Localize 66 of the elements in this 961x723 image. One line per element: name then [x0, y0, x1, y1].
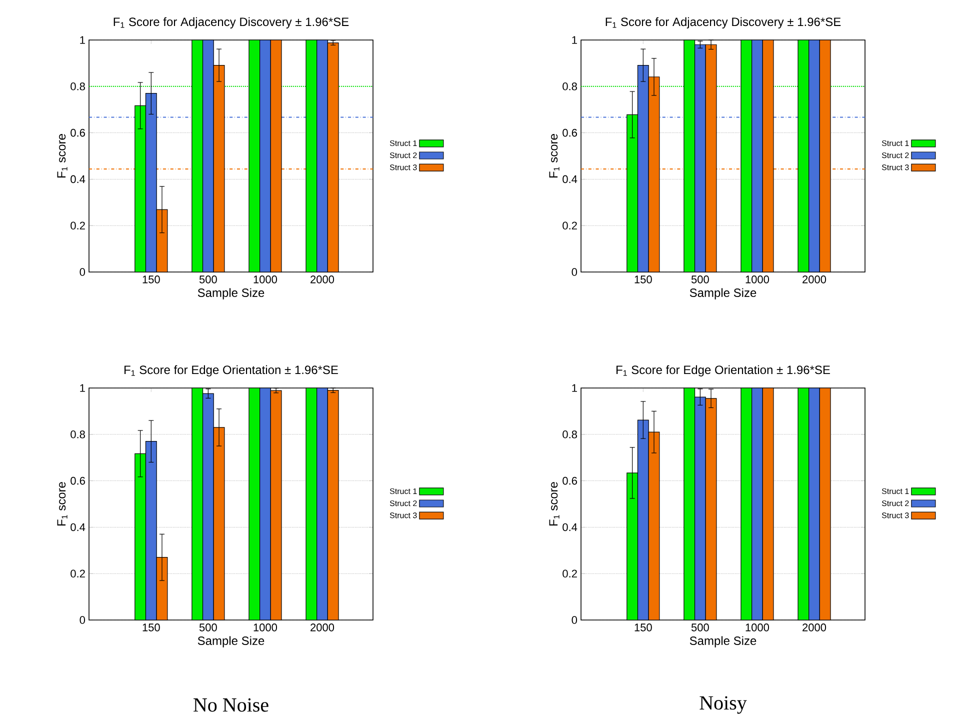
y-tick-label: 0.2	[70, 570, 85, 578]
chart-title: F$_{1}$ Score for Adjacency Discovery ± 1.96*SE	[114, 17, 349, 28]
x-tick-label: 1000	[254, 624, 278, 632]
y-tick-label: 1	[80, 384, 85, 392]
x-tick-label: 150	[142, 276, 160, 284]
y-tick-label: 0	[80, 268, 86, 276]
x-tick-label: 1000	[746, 624, 770, 632]
y-tick-label: 1	[572, 36, 577, 44]
y-axis-title: F$_{1}$ score	[549, 482, 560, 526]
text: Noisy	[700, 696, 747, 714]
x-axis-title: Sample Size	[690, 288, 756, 300]
chart-title: F$_{1}$ Score for Edge Orientation ± 1.96*SE	[124, 365, 338, 376]
y-tick-label: 0	[572, 616, 578, 624]
y-tick-label: 0	[80, 616, 86, 624]
legend-label: Struct 1	[882, 140, 909, 146]
text: No Noise	[194, 698, 268, 712]
y-tick-label: 0.4	[70, 175, 86, 184]
x-tick-label: 150	[634, 276, 652, 284]
y-tick-label: 0.8	[562, 82, 577, 90]
y-tick-label: 0.8	[70, 82, 85, 90]
chart-title: F$_{1}$ Score for Adjacency Discovery ± 1.96*SE	[606, 17, 841, 28]
legend-label: Struct 1	[882, 488, 909, 494]
y-tick-label: 0.2	[70, 222, 85, 230]
y-tick-label: 0.2	[562, 570, 577, 578]
legend-label: Struct 3	[390, 512, 417, 518]
y-tick-label: 0	[572, 268, 578, 276]
x-axis-title: Sample Size	[198, 636, 264, 648]
y-tick-label: 1	[80, 36, 85, 44]
x-tick-label: 2000	[802, 624, 826, 632]
legend-label: Struct 3	[882, 164, 909, 170]
y-tick-label: 0.6	[562, 476, 577, 485]
x-tick-label: 500	[199, 276, 217, 284]
y-tick-label: 0.8	[70, 430, 85, 438]
y-axis-title: F$_{1}$ score	[57, 482, 68, 526]
x-tick-label: 500	[691, 624, 709, 632]
y-axis-title: F$_{1}$ score	[57, 134, 68, 178]
x-tick-label: 1000	[254, 276, 278, 284]
y-tick-label: 0.2	[562, 222, 577, 230]
x-tick-label: 2000	[802, 276, 826, 284]
legend-label: Struct 2	[882, 152, 909, 158]
legend-label: Struct 3	[882, 512, 909, 518]
y-tick-label: 1	[572, 384, 577, 392]
y-tick-label: 0.4	[562, 523, 578, 532]
y-tick-label: 0.6	[562, 128, 577, 137]
chart-title: F$_{1}$ Score for Edge Orientation ± 1.96*SE	[616, 365, 830, 376]
legend-label: Struct 2	[882, 500, 909, 506]
x-axis-title: Sample Size	[690, 636, 756, 648]
x-tick-label: 2000	[310, 624, 334, 632]
x-tick-label: 150	[634, 624, 652, 632]
y-tick-label: 0.6	[70, 128, 85, 137]
y-tick-label: 0.8	[562, 430, 577, 438]
y-tick-label: 0.4	[562, 175, 578, 184]
x-tick-label: 500	[691, 276, 709, 284]
y-tick-label: 0.4	[70, 523, 86, 532]
y-axis-title: F$_{1}$ score	[549, 134, 560, 178]
legend-label: Struct 1	[390, 140, 417, 146]
y-tick-label: 0.6	[70, 476, 85, 485]
legend-label: Struct 1	[390, 488, 417, 494]
x-tick-label: 1000	[746, 276, 770, 284]
x-axis-title: Sample Size	[198, 288, 264, 300]
x-tick-label: 2000	[310, 276, 334, 284]
legend-label: Struct 3	[390, 164, 417, 170]
x-tick-label: 500	[199, 624, 217, 632]
legend-label: Struct 2	[390, 152, 417, 158]
legend-label: Struct 2	[390, 500, 417, 506]
x-tick-label: 150	[142, 624, 160, 632]
